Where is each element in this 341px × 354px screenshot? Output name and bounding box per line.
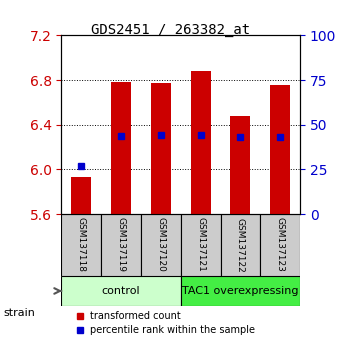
Text: transformed count: transformed count (90, 311, 181, 321)
Bar (71, 177, 91, 214)
Text: GDS2451 / 263382_at: GDS2451 / 263382_at (91, 23, 250, 37)
Text: GSM137118: GSM137118 (77, 217, 86, 272)
Bar (181, 214, 221, 276)
Bar (191, 71, 210, 214)
Text: GSM137121: GSM137121 (196, 217, 205, 272)
Bar (141, 214, 181, 276)
Text: GSM137123: GSM137123 (276, 217, 285, 272)
Text: percentile rank within the sample: percentile rank within the sample (90, 325, 255, 336)
Bar (101, 214, 141, 276)
Bar (221, 214, 260, 276)
Bar (61, 214, 101, 276)
Bar (260, 214, 300, 276)
Text: control: control (102, 286, 140, 296)
Bar (61, 276, 181, 306)
Text: GSM137122: GSM137122 (236, 217, 245, 272)
Bar (151, 84, 171, 214)
Bar (270, 85, 290, 214)
Bar (111, 82, 131, 214)
Bar (231, 116, 250, 214)
Text: GSM137119: GSM137119 (117, 217, 125, 272)
Text: TAC1 overexpressing: TAC1 overexpressing (182, 286, 299, 296)
Text: GSM137120: GSM137120 (156, 217, 165, 272)
Bar (181, 276, 300, 306)
Text: strain: strain (3, 308, 35, 318)
